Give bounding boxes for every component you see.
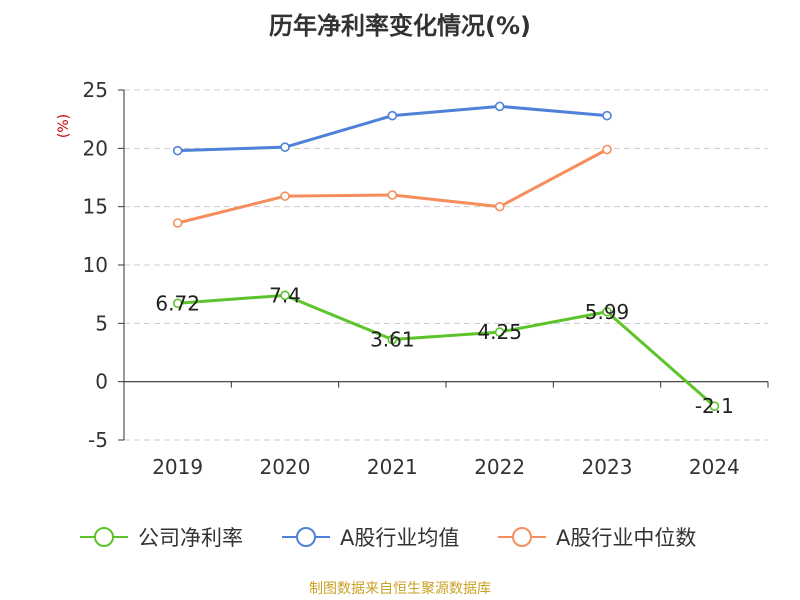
data-point bbox=[602, 306, 612, 317]
data-source: 制图数据来自恒生聚源数据库 bbox=[309, 581, 491, 597]
data-point bbox=[387, 334, 398, 345]
y-tick-label: 20 bbox=[83, 136, 108, 160]
chart-title: 历年净利率变化情况(%) bbox=[269, 12, 531, 40]
data-point bbox=[494, 201, 505, 212]
data-label: 7.4 bbox=[269, 283, 301, 307]
data-point bbox=[280, 191, 290, 201]
y-axis-label: (%) bbox=[56, 114, 72, 138]
legend-label: 公司净利率 bbox=[138, 526, 243, 550]
data-point bbox=[602, 144, 612, 155]
legend-marker bbox=[296, 527, 316, 547]
data-point bbox=[172, 298, 183, 309]
y-tick-label: -5 bbox=[88, 428, 108, 452]
series-line bbox=[177, 148, 608, 225]
data-point bbox=[172, 218, 183, 228]
data-point bbox=[280, 142, 290, 152]
y-tick-label: 10 bbox=[83, 253, 108, 277]
x-tick-label: 2019 bbox=[152, 455, 203, 479]
legend-label: A股行业均值 bbox=[340, 526, 459, 550]
data-label: 4.25 bbox=[477, 320, 522, 344]
data-point bbox=[387, 110, 398, 121]
x-tick-label: 2021 bbox=[367, 455, 418, 479]
data-label: -2.1 bbox=[695, 394, 734, 418]
y-tick-label: 0 bbox=[95, 370, 108, 394]
data-point bbox=[172, 145, 183, 156]
data-point bbox=[494, 327, 505, 337]
legend-marker bbox=[512, 527, 532, 547]
x-tick-label: 2020 bbox=[260, 455, 311, 479]
data-point bbox=[602, 110, 612, 121]
x-tick-label: 2022 bbox=[474, 455, 525, 479]
y-tick-label: 25 bbox=[83, 78, 108, 102]
data-point bbox=[494, 101, 505, 112]
data-label: 5.99 bbox=[585, 300, 630, 324]
data-label: 6.72 bbox=[155, 291, 200, 315]
x-tick-label: 2024 bbox=[689, 455, 740, 479]
y-tick-label: 5 bbox=[95, 311, 108, 335]
data-point bbox=[387, 190, 398, 200]
data-label: 3.61 bbox=[370, 328, 415, 352]
legend-marker bbox=[94, 527, 114, 547]
data-point bbox=[280, 290, 290, 301]
series-line bbox=[177, 293, 716, 408]
legend-label: A股行业中位数 bbox=[556, 526, 696, 550]
x-tick-label: 2023 bbox=[582, 455, 633, 479]
data-point bbox=[709, 401, 720, 411]
y-tick-label: 15 bbox=[83, 195, 108, 219]
